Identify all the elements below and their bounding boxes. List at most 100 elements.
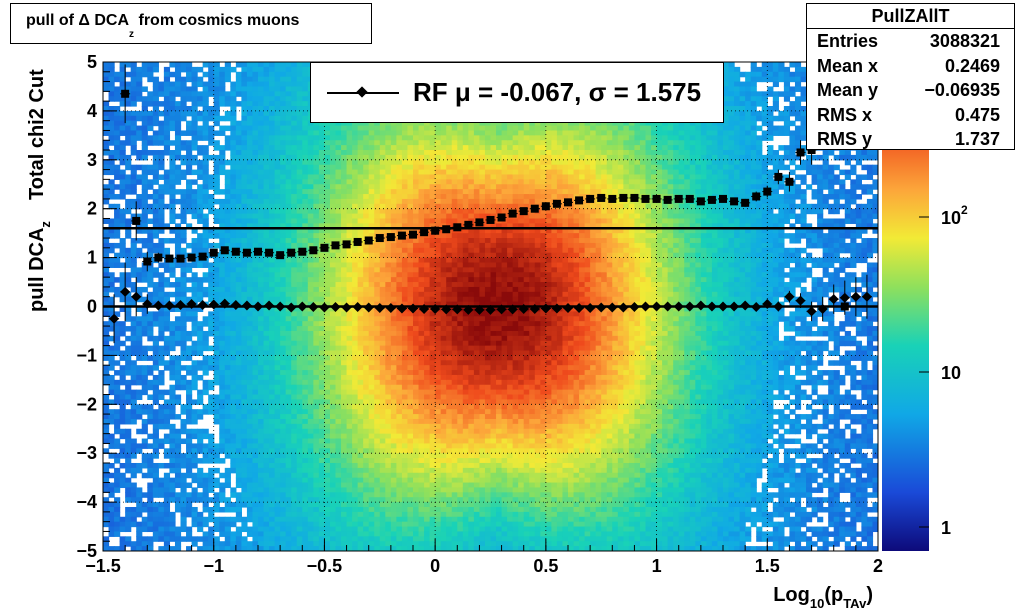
data-point-diamond [662,301,673,312]
x-tick-labels: −1.5 −1 −0.5 0 0.5 1 1.5 2 [85,556,883,576]
data-point-square [309,246,318,255]
data-point-diamond [695,300,706,311]
data-point-diamond [773,301,784,312]
x-tick-label: 1 [652,556,662,576]
data-point-diamond [507,304,518,315]
data-point-square [386,233,395,242]
y-tick-label: −3 [76,443,97,463]
data-point-square [752,192,761,201]
data-point-square [165,254,174,263]
data-point-diamond [551,303,562,314]
data-point-square [287,248,296,257]
stats-title: PullZAllT [807,4,1014,29]
data-point-diamond [286,302,297,313]
y-tick-label: −4 [76,492,97,512]
data-point-square [132,216,141,225]
data-point-diamond [718,301,728,312]
data-point-square [375,234,384,243]
data-point-square [619,193,628,202]
data-point-square [696,197,705,206]
fit-legend: RF μ = -0.067, σ = 1.575 [310,62,724,123]
data-point-square [220,246,229,255]
data-point-diamond [264,300,275,311]
data-point-diamond [540,303,551,314]
data-point-square [785,177,794,186]
data-point-diamond [640,301,651,312]
data-point-diamond [485,304,496,315]
data-point-diamond [452,304,463,315]
data-point-square [442,225,451,234]
stats-value: 1.737 [954,129,1000,149]
data-point-diamond [396,303,407,314]
stats-row: RMS y 1.737 [807,127,1014,152]
data-point-square [741,198,750,207]
data-point-diamond [441,304,452,315]
stats-box: PullZAllT Entries 3088321 Mean x 0.2469 Mean… [806,3,1015,150]
data-point-diamond [330,301,341,312]
data-point-square [652,194,661,203]
data-point-square [663,195,672,204]
data-point-diamond [319,302,330,313]
stats-label: RMS y [817,129,873,149]
data-point-square [464,220,473,229]
data-point-square [763,187,772,196]
y-tick-label: 1 [87,248,97,268]
data-point-square [575,196,584,205]
data-point-square [597,193,606,202]
x-tick-label: −0.5 [307,556,343,576]
data-point-diamond [186,299,197,310]
data-point-square [530,204,539,213]
colorbar-label: 102 [941,203,968,228]
stats-value: 0.2469 [944,55,1000,76]
stats-row: Mean x 0.2469 [807,54,1014,79]
data-point-diamond [474,304,485,315]
data-point-square [242,248,251,257]
y-axis-label-extra: Total chi2 Cut [26,69,48,200]
data-point-diamond [253,301,263,312]
data-point-square [707,195,716,204]
data-point-square [541,202,550,211]
data-point-diamond [828,294,839,305]
data-point-square [453,223,462,232]
data-point-diamond [408,303,418,314]
data-point-square [730,197,739,206]
data-point-square [231,247,240,256]
data-point-diamond [463,304,474,315]
data-point-square [497,213,506,222]
data-point-diamond [651,301,662,312]
data-point-diamond [795,295,806,306]
data-point-diamond [308,301,319,312]
stats-value: 3088321 [929,31,1000,51]
y-tick-label: 0 [87,297,97,317]
colorbar-label: 10 [941,363,961,383]
data-point-square [774,172,783,181]
y-tick-label: −2 [76,394,97,414]
data-point-square [552,199,561,208]
stats-row: Entries 3088321 [807,29,1014,54]
data-point-square [353,237,362,246]
stats-label: Mean y [817,80,879,100]
data-point-diamond [374,302,385,313]
data-point-square [641,194,650,203]
x-tick-label: −1.5 [85,556,121,576]
data-point-diamond [574,302,585,313]
data-point-diamond [563,302,573,313]
data-point-diamond [419,303,430,314]
x-tick-label: 0.5 [533,556,558,576]
data-point-square [519,207,528,216]
data-point-diamond [806,306,817,317]
data-point-square [342,240,351,249]
x-axis-label: Log10(pTAv) [773,584,873,611]
x-tick-label: −1 [203,556,224,576]
stats-row: Mean y −0.06935 [807,78,1014,103]
data-point-diamond [142,299,153,310]
data-point-diamond [109,313,120,324]
data-point-square [320,243,329,252]
data-point-diamond [230,300,241,311]
data-point-diamond [164,300,175,311]
data-point-square [486,215,495,224]
data-point-diamond [618,302,629,313]
data-point-diamond [341,302,352,313]
stats-row: RMS x 0.475 [807,103,1014,128]
data-point-square [420,228,429,237]
